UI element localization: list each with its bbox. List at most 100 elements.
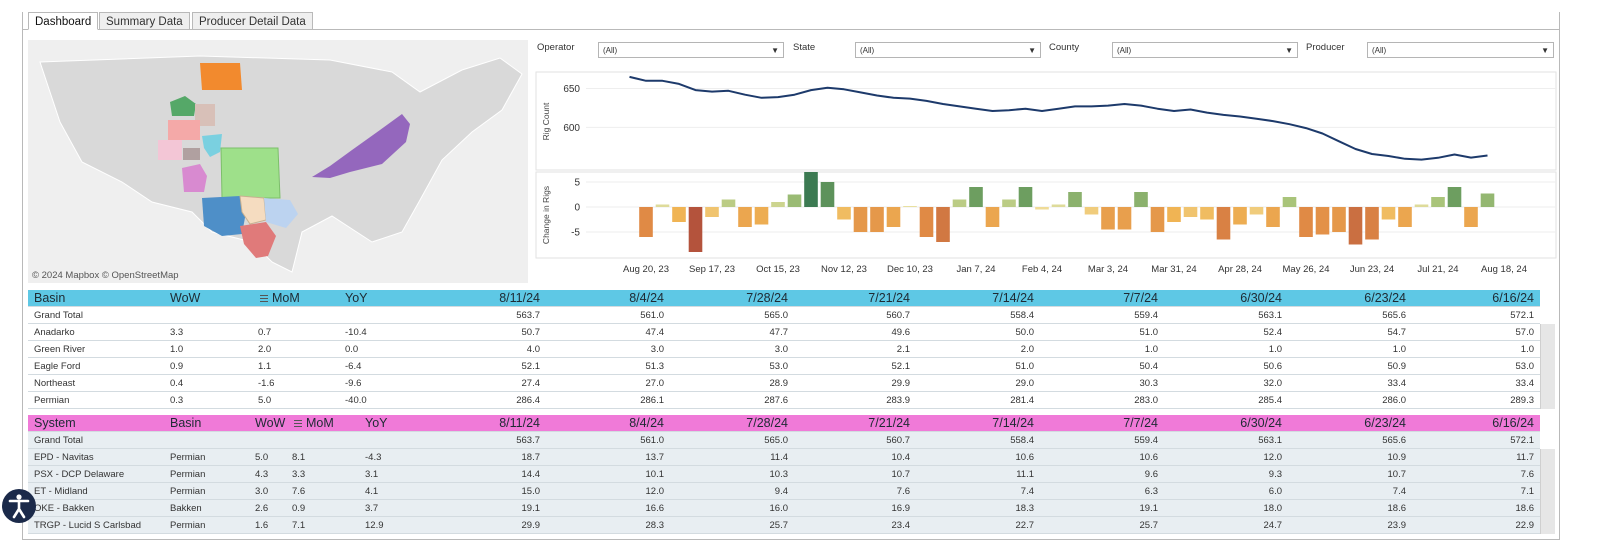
table-cell: 22.7 <box>1015 520 1035 531</box>
filter-value: (All) <box>1117 46 1132 55</box>
change-bar <box>837 207 851 220</box>
table-cell: 561.0 <box>640 310 664 321</box>
table-cell: Grand Total <box>34 310 83 321</box>
table-cell: 2.0 <box>258 344 272 355</box>
filter-value: (All) <box>603 46 618 55</box>
table-cell: 281.4 <box>1010 395 1034 406</box>
filter-dropdown[interactable]: (All) ▼ <box>1367 42 1554 58</box>
table-cell: 9.6 <box>1144 469 1158 480</box>
x-tick-label: Oct 15, 23 <box>756 264 800 275</box>
table-cell: 49.6 <box>891 327 911 338</box>
table-cell: 7.6 <box>896 486 910 497</box>
table-cell: 563.1 <box>1258 435 1282 446</box>
change-bar <box>1035 207 1049 210</box>
table-cell: 565.6 <box>1382 310 1406 321</box>
table-cell: Permian <box>170 469 206 480</box>
table-cell: Permian <box>170 520 206 531</box>
table-cell: 12.0 <box>645 486 665 497</box>
basin-shape <box>158 140 182 160</box>
map-attribution: © 2024 Mapbox © OpenStreetMap <box>32 270 179 281</box>
sort-icon <box>294 420 302 428</box>
change-bar <box>985 207 1000 227</box>
change-bar <box>1315 207 1330 235</box>
change-bar <box>1398 207 1412 227</box>
table-cell: 27.4 <box>521 378 541 389</box>
filter-dropdown[interactable]: (All) ▼ <box>598 42 784 58</box>
basin-shape <box>220 147 281 199</box>
table-cell: EPD - Navitas <box>34 452 94 463</box>
icon-body <box>8 499 30 519</box>
table-cell: 4.0 <box>526 344 540 355</box>
column-header: WoW <box>255 416 286 430</box>
filter-label: State <box>793 42 816 53</box>
table-cell: 289.3 <box>1510 395 1534 406</box>
table-cell: 558.4 <box>1010 435 1034 446</box>
table-cell: 287.6 <box>764 395 788 406</box>
x-tick-label: Feb 4, 24 <box>1022 264 1062 275</box>
table-cell: 561.0 <box>640 435 664 446</box>
basin-shape <box>183 148 200 160</box>
table-cell: 16.6 <box>645 503 665 514</box>
tab[interactable]: Producer Detail Data <box>192 12 313 30</box>
filter-dropdown[interactable]: (All) ▼ <box>1112 42 1298 58</box>
change-bar <box>688 207 703 252</box>
x-tick-label: May 26, 24 <box>1283 264 1330 275</box>
table-row <box>28 392 1540 409</box>
change-bar <box>1266 207 1280 227</box>
column-header: YoY <box>345 291 368 305</box>
table-cell: 29.9 <box>891 378 911 389</box>
table-cell: 3.0 <box>774 344 788 355</box>
accessibility-button[interactable] <box>0 486 40 526</box>
table-cell: Permian <box>34 395 70 406</box>
table-cell: 23.4 <box>891 520 911 531</box>
table-cell: 12.0 <box>1263 452 1283 463</box>
table-cell: 563.7 <box>516 435 540 446</box>
y-axis-title: Change in Rigs <box>541 186 551 244</box>
table-cell: 1.0 <box>1268 344 1282 355</box>
table-cell: 30.3 <box>1139 378 1159 389</box>
filter-dropdown[interactable]: (All) ▼ <box>855 42 1041 58</box>
table-cell: 50.7 <box>521 327 541 338</box>
column-header: Basin <box>34 291 66 305</box>
y-tick-label: -5 <box>571 228 580 239</box>
column-header: YoY <box>365 416 388 430</box>
filter-label: County <box>1049 42 1080 53</box>
table-cell: 7.6 <box>1520 469 1534 480</box>
table-cell: 6.0 <box>1268 486 1282 497</box>
table-cell: 5.0 <box>255 452 269 463</box>
y-tick-label: 5 <box>574 178 580 189</box>
table-cell: Permian <box>170 452 206 463</box>
tab[interactable]: Summary Data <box>99 12 190 30</box>
bar-chart: -5 0 5 Change in Rigs Aug 20, 23 Sep 17, 23 Oc… <box>541 172 1556 275</box>
table-cell: TRGP - Lucid S Carlsbad <box>34 520 142 531</box>
table-cell: PSX - DCP Delaware <box>34 469 125 480</box>
table-cell: Bakken <box>170 503 202 514</box>
basin-shape <box>264 198 298 228</box>
change-bar <box>672 207 686 222</box>
table-cell: 32.0 <box>1263 378 1283 389</box>
line-chart: 600 650 Rig Count <box>541 75 1556 161</box>
table-cell: 50.4 <box>1139 361 1159 372</box>
table-cell: 18.0 <box>1263 503 1283 514</box>
basin-shape <box>168 120 200 140</box>
basin-shape <box>182 164 207 192</box>
change-bar <box>870 207 884 232</box>
change-bar <box>853 207 868 232</box>
y-axis-title: Rig Count <box>541 102 551 140</box>
table-cell: 13.7 <box>645 452 665 463</box>
table-cell: 565.6 <box>1382 435 1406 446</box>
tab[interactable]: Dashboard <box>28 12 99 30</box>
dropdown-arrow: ▼ <box>1541 46 1549 55</box>
us-landmass <box>39 55 523 273</box>
table-cell: 25.7 <box>769 520 789 531</box>
filter-value: (All) <box>860 46 875 55</box>
table-cell: 10.6 <box>1015 452 1035 463</box>
table-cell: 0.7 <box>258 327 272 338</box>
column-header: MoM <box>272 291 300 305</box>
table-cell: 4.1 <box>365 486 379 497</box>
table-cell: 559.4 <box>1134 435 1158 446</box>
table-cell: 51.0 <box>1015 361 1035 372</box>
change-bar <box>1051 204 1066 207</box>
table-cell: 283.9 <box>886 395 910 406</box>
table-cell: 3.0 <box>650 344 664 355</box>
